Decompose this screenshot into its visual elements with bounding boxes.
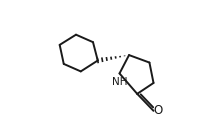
- Text: NH: NH: [112, 77, 128, 87]
- Text: O: O: [153, 104, 162, 117]
